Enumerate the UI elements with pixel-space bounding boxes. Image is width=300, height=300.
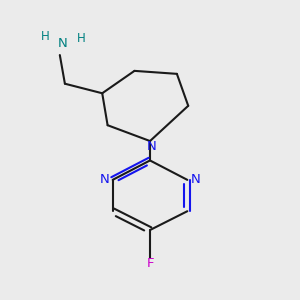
Text: N: N — [99, 173, 109, 186]
Text: N: N — [191, 173, 201, 186]
Text: F: F — [146, 257, 154, 270]
Text: N: N — [58, 38, 68, 50]
Text: N: N — [147, 140, 156, 153]
Text: H: H — [40, 30, 49, 43]
Text: H: H — [77, 32, 86, 44]
